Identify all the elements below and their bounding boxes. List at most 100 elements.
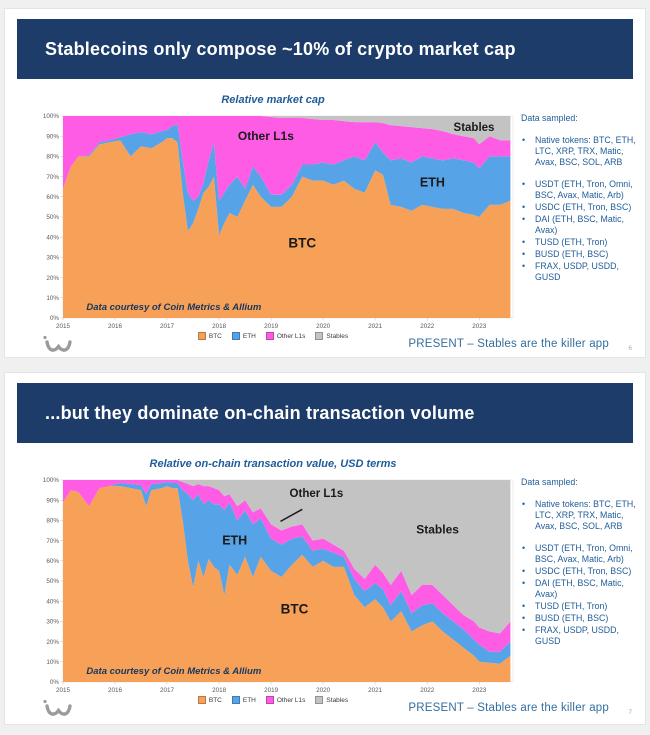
x-tick-label: 2017 — [160, 687, 175, 694]
y-tick-label: 40% — [46, 598, 59, 605]
x-tick-label: 2018 — [212, 323, 227, 330]
y-tick-label: 20% — [46, 275, 59, 282]
legend-label: Stables — [326, 696, 349, 704]
sidebar-bullet: FRAX, USDP, USDD, GUSD — [521, 625, 643, 647]
footer-tagline: PRESENT – Stables are the killer app — [408, 702, 609, 714]
x-tick-label: 2019 — [264, 687, 279, 694]
y-tick-label: 100% — [43, 113, 60, 120]
legend-item: Other L1s — [265, 332, 306, 340]
sidebar-bullet: USDT (ETH, Tron, Omni, BSC, Avax, Matic,… — [521, 543, 643, 565]
y-tick-label: 0% — [50, 679, 60, 686]
stablecoins-list: USDT (ETH, Tron, Omni, BSC, Avax, Matic,… — [521, 543, 643, 647]
sidebar-bullet: TUSD (ETH, Tron) — [521, 601, 643, 612]
slide-transaction-volume: ...but they dominate on-chain transactio… — [4, 372, 646, 725]
legend-label: ETH — [242, 332, 256, 340]
area-other-l1s — [63, 116, 511, 201]
series-label: BTC — [288, 235, 316, 250]
legend-swatch — [197, 696, 206, 704]
series-label: ETH — [222, 534, 247, 548]
page-number: 6 — [628, 345, 632, 352]
area-eth — [63, 124, 511, 236]
y-tick-label: 50% — [46, 214, 59, 221]
y-tick-label: 100% — [43, 477, 60, 484]
legend-item: Stables — [315, 696, 348, 704]
y-tick-label: 70% — [46, 538, 59, 545]
source-note: Data courtesy of Coin Metrics & Allium — [86, 666, 261, 677]
sidebar-bullet: Native tokens: BTC, ETH, LTC, XRP, TRX, … — [521, 135, 643, 168]
x-tick-label: 2018 — [212, 687, 227, 694]
series-label: Stables — [416, 523, 459, 537]
chart-legend: BTC ETH Other L1s Stables — [27, 696, 519, 704]
sidebar-bullet: Native tokens: BTC, ETH, LTC, XRP, TRX, … — [521, 499, 643, 532]
annotation-leader-line — [280, 508, 303, 523]
chart-title: Relative market cap — [221, 94, 325, 106]
legend-item: ETH — [231, 696, 256, 704]
slide-title-bar: Stablecoins only compose ~10% of crypto … — [17, 19, 633, 79]
y-tick-label: 60% — [46, 194, 59, 201]
sidebar-bullet: BUSD (ETH, BSC) — [521, 613, 643, 624]
legend-item: BTC — [197, 696, 222, 704]
y-tick-label: 30% — [46, 619, 59, 626]
market-cap-chart: 0% 10% 20% 30% 40% 50% 60% 70% 80% 90% 100% 2015 201… — [27, 108, 519, 332]
legend-item: BTC — [197, 332, 222, 340]
x-tick-label: 2021 — [368, 323, 383, 330]
legend-swatch — [265, 332, 274, 340]
legend-label: BTC — [208, 332, 222, 340]
legend-label: Other L1s — [276, 332, 306, 340]
y-tick-label: 10% — [46, 659, 59, 666]
chart-title: Relative on-chain transaction value, USD… — [149, 458, 397, 470]
y-tick-label: 40% — [46, 234, 59, 241]
y-tick-label: 0% — [50, 315, 60, 322]
y-tick-label: 80% — [46, 154, 59, 161]
slide-title: Stablecoins only compose ~10% of crypto … — [45, 38, 516, 59]
chart-svg: 0% 10% 20% 30% 40% 50% 60% 70% 80% 90% 100% 2015 201… — [43, 113, 514, 330]
sidebar-bullet: DAI (ETH, BSC, Matic, Avax) — [521, 214, 643, 236]
y-tick-label: 70% — [46, 174, 59, 181]
source-note: Data courtesy of Coin Metrics & Allium — [86, 302, 261, 313]
legend-swatch — [265, 696, 274, 704]
x-tick-label: 2021 — [368, 687, 383, 694]
x-tick-label: 2023 — [472, 323, 487, 330]
area-btc — [63, 486, 511, 682]
legend-item: ETH — [231, 332, 256, 340]
x-tick-label: 2016 — [108, 687, 123, 694]
legend-label: Stables — [326, 332, 349, 340]
series-label: ETH — [420, 176, 445, 190]
y-tick-label: 50% — [46, 578, 59, 585]
data-sampled-panel: Data sampled: Native tokens: BTC, ETH, L… — [521, 477, 643, 648]
data-sampled-panel: Data sampled: Native tokens: BTC, ETH, L… — [521, 113, 643, 284]
slide-title-bar: ...but they dominate on-chain transactio… — [17, 383, 633, 443]
x-tick-label: 2022 — [420, 323, 435, 330]
y-tick-label: 80% — [46, 518, 59, 525]
area-stables — [63, 116, 511, 145]
sidebar-bullet: BUSD (ETH, BSC) — [521, 249, 643, 260]
x-tick-label: 2020 — [316, 323, 331, 330]
x-tick-label: 2015 — [56, 687, 71, 694]
sidebar-bullet: FRAX, USDP, USDD, GUSD — [521, 261, 643, 283]
area-eth — [63, 482, 511, 664]
x-tick-label: 2017 — [160, 323, 175, 330]
sidebar-bullet: USDC (ETH, Tron, BSC) — [521, 202, 643, 213]
x-tick-label: 2016 — [108, 323, 123, 330]
legend-label: BTC — [208, 696, 222, 704]
y-tick-label: 90% — [46, 497, 59, 504]
series-label: BTC — [281, 601, 309, 616]
area-btc — [63, 138, 511, 318]
legend-swatch — [231, 332, 240, 340]
series-label: Stables — [454, 122, 495, 134]
slide-title: ...but they dominate on-chain transactio… — [45, 402, 475, 423]
legend-label: Other L1s — [276, 696, 306, 704]
y-tick-label: 60% — [46, 558, 59, 565]
x-tick-label: 2023 — [472, 687, 487, 694]
chart-svg: 0% 10% 20% 30% 40% 50% 60% 70% 80% 90% 100% 2015 201… — [43, 477, 514, 694]
x-tick-label: 2015 — [56, 323, 71, 330]
y-tick-label: 90% — [46, 133, 59, 140]
legend-item: Other L1s — [265, 696, 306, 704]
y-tick-label: 10% — [46, 295, 59, 302]
legend-swatch — [231, 696, 240, 704]
footer-tagline: PRESENT – Stables are the killer app — [408, 338, 609, 350]
series-label: Other L1s — [290, 488, 344, 500]
transaction-value-chart: 0% 10% 20% 30% 40% 50% 60% 70% 80% 90% 100% 2015 201… — [27, 472, 519, 696]
legend-label: ETH — [242, 696, 256, 704]
hammock-logo-icon — [41, 333, 77, 361]
